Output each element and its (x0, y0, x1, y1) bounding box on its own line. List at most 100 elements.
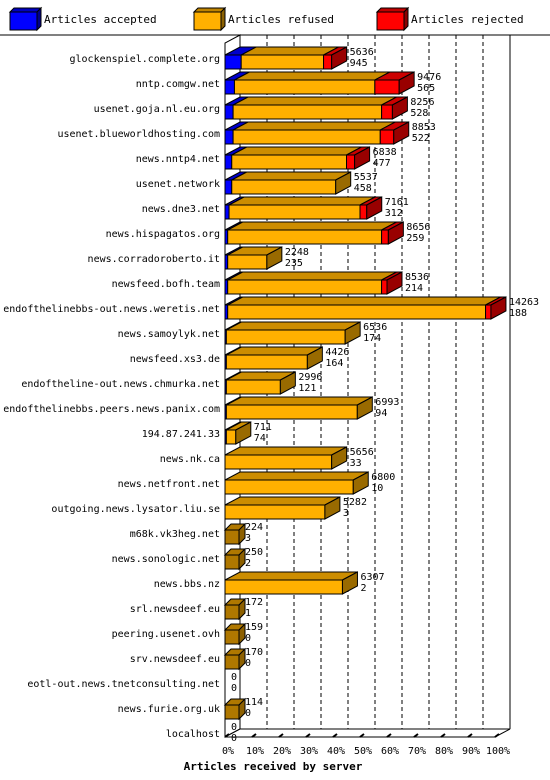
category-label: news.nntp4.net (136, 154, 220, 165)
value-label-total: 5656 (350, 447, 374, 458)
bar-side (341, 571, 358, 595)
category-label: news.dne3.net (142, 204, 220, 215)
x-tick-mark (440, 733, 446, 738)
value-label-secondary: 312 (385, 208, 403, 219)
bar-refused (224, 454, 333, 470)
bar-refused (225, 429, 237, 445)
value-label-secondary: 0 (231, 733, 237, 744)
bar-refused (225, 379, 281, 395)
bar-refused (233, 79, 376, 95)
category-label: news.samoylyk.net (118, 329, 220, 340)
value-label-total: 0 (231, 722, 237, 733)
x-tick-mark (413, 733, 419, 738)
bar-refused (240, 54, 325, 70)
bar-side (279, 371, 296, 395)
value-label-secondary: 2 (245, 558, 251, 569)
bar-refused-top (232, 121, 396, 131)
bar-refused-top (226, 321, 361, 331)
value-label-secondary: 164 (325, 358, 343, 369)
value-label-secondary: 945 (350, 58, 368, 69)
x-tick-label: 70% (408, 746, 426, 757)
bar-side (344, 321, 361, 345)
bar-side (354, 146, 371, 170)
bar-side (386, 271, 403, 295)
value-label-total: 172 (245, 597, 263, 608)
value-label-total: 5537 (354, 172, 378, 183)
bar-row: eotl-out.news.tnetconsulting.net 00 (27, 672, 237, 694)
value-label-secondary: 0 (245, 708, 251, 719)
legend-swatch (193, 11, 222, 31)
bar-side (331, 446, 348, 470)
bar-side (387, 221, 404, 245)
bar-rejected (359, 204, 368, 220)
value-label-total: 711 (254, 422, 272, 433)
category-label: usenet.goja.nl.eu.org (94, 104, 220, 115)
bar-refused-top (227, 296, 501, 306)
bar-rejected (379, 129, 395, 145)
category-label: peering.usenet.ovh (112, 629, 220, 640)
bar-accepted (224, 54, 242, 70)
bar-refused (225, 329, 346, 345)
value-label-secondary: 528 (410, 108, 428, 119)
value-label-total: 6993 (375, 397, 399, 408)
legend-swatch-side (403, 6, 409, 32)
x-tick-mark (305, 733, 311, 738)
x-tick-label: 10% (246, 746, 264, 757)
legend-label: Articles rejected (411, 13, 524, 26)
category-label: endofthelinebbs.peers.news.panix.com (3, 404, 220, 415)
bar-refused-top (224, 496, 341, 506)
value-label-secondary: 174 (363, 333, 381, 344)
x-tick-mark (386, 733, 392, 738)
legend-swatch-top (375, 7, 410, 13)
category-label: newsfeed.bofh.team (112, 279, 220, 290)
bar-refused-top (232, 96, 397, 106)
value-label-total: 7161 (385, 197, 409, 208)
bar-refused (224, 504, 326, 520)
bar-refused-top (234, 71, 391, 81)
category-label: newsfeed.xs3.de (130, 354, 220, 365)
bar-refused (231, 179, 337, 195)
bar-rejected (381, 104, 393, 120)
value-label-total: 6536 (363, 322, 387, 333)
value-label-total: 8536 (405, 272, 429, 283)
bar-refused (227, 279, 383, 295)
value-label-total: 224 (245, 522, 263, 533)
category-label: eotl-out.news.tnetconsulting.net (27, 679, 220, 690)
x-tick-mark (224, 733, 230, 738)
value-label-total: 250 (245, 547, 263, 558)
bar-refused-top (224, 471, 369, 481)
bar-row: endofthelinebbs-out.news.weretis.net 1426… (3, 296, 539, 320)
legend-swatch-top (8, 7, 43, 13)
bar-side (490, 296, 507, 320)
value-label-secondary: 214 (405, 283, 423, 294)
value-label-total: 6800 (371, 472, 395, 483)
category-label: outgoing.news.lysator.liu.se (51, 504, 220, 515)
x-tick-label: 80% (435, 746, 453, 757)
legend-label: Articles refused (228, 13, 334, 26)
category-label: endoftheline-out.news.chmurka.net (21, 379, 220, 390)
value-label-total: 14263 (509, 297, 539, 308)
value-label-secondary: 0 (231, 683, 237, 694)
category-label: news.furie.org.uk (118, 704, 220, 715)
bar-refused (224, 579, 343, 595)
bar-row: localhost 00 (166, 722, 237, 744)
bar-stub (224, 604, 240, 620)
bar-row: endofthelinebbs.peers.news.panix.com 6993… (3, 396, 399, 420)
x-tick-mark (359, 733, 365, 738)
value-label-secondary: 121 (298, 383, 316, 394)
category-label: m68k.vk3heg.net (130, 529, 220, 540)
bar-stub (224, 629, 240, 645)
